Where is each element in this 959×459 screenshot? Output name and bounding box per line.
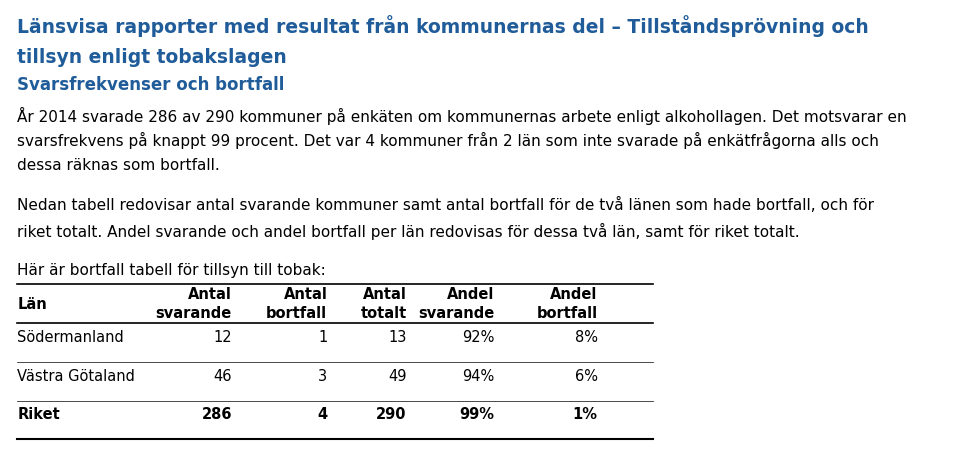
Text: 12: 12 [213, 330, 232, 345]
Text: 6%: 6% [574, 369, 597, 384]
Text: 290: 290 [376, 408, 407, 422]
Text: 1: 1 [318, 330, 327, 345]
Text: Västra Götaland: Västra Götaland [17, 369, 135, 384]
Text: 1%: 1% [573, 408, 597, 422]
Text: tillsyn enligt tobakslagen: tillsyn enligt tobakslagen [17, 48, 287, 67]
Text: Svarsfrekvenser och bortfall: Svarsfrekvenser och bortfall [17, 76, 285, 94]
Text: 46: 46 [214, 369, 232, 384]
Text: Riket: Riket [17, 408, 60, 422]
Text: svarsfrekvens på knappt 99 procent. Det var 4 kommuner från 2 län som inte svara: svarsfrekvens på knappt 99 procent. Det … [17, 132, 879, 150]
Text: Länsvisa rapporter med resultat från kommunernas del – Tillståndsprövning och: Länsvisa rapporter med resultat från kom… [17, 15, 869, 37]
Text: svarande: svarande [155, 306, 232, 321]
Text: totalt: totalt [361, 306, 407, 321]
Text: Antal: Antal [363, 287, 407, 302]
Text: riket totalt. Andel svarande och andel bortfall per län redovisas för dessa två : riket totalt. Andel svarande och andel b… [17, 223, 800, 240]
Text: Här är bortfall tabell för tillsyn till tobak:: Här är bortfall tabell för tillsyn till … [17, 263, 326, 278]
Text: Län: Län [17, 297, 47, 312]
Text: 49: 49 [388, 369, 407, 384]
Text: 99%: 99% [459, 408, 494, 422]
Text: Antal: Antal [188, 287, 232, 302]
Text: dessa räknas som bortfall.: dessa räknas som bortfall. [17, 158, 220, 173]
Text: svarande: svarande [418, 306, 494, 321]
Text: 286: 286 [201, 408, 232, 422]
Text: Andel: Andel [447, 287, 494, 302]
Text: 92%: 92% [462, 330, 494, 345]
Text: År 2014 svarade 286 av 290 kommuner på enkäten om kommunernas arbete enligt alko: År 2014 svarade 286 av 290 kommuner på e… [17, 107, 907, 125]
Text: Nedan tabell redovisar antal svarande kommuner samt antal bortfall för de två lä: Nedan tabell redovisar antal svarande ko… [17, 197, 875, 213]
Text: 94%: 94% [462, 369, 494, 384]
Text: 8%: 8% [574, 330, 597, 345]
Text: Södermanland: Södermanland [17, 330, 124, 345]
Text: bortfall: bortfall [536, 306, 597, 321]
Text: 3: 3 [318, 369, 327, 384]
Text: 13: 13 [388, 330, 407, 345]
Text: Andel: Andel [550, 287, 597, 302]
Text: 4: 4 [317, 408, 327, 422]
Text: Antal: Antal [284, 287, 327, 302]
Text: bortfall: bortfall [267, 306, 327, 321]
